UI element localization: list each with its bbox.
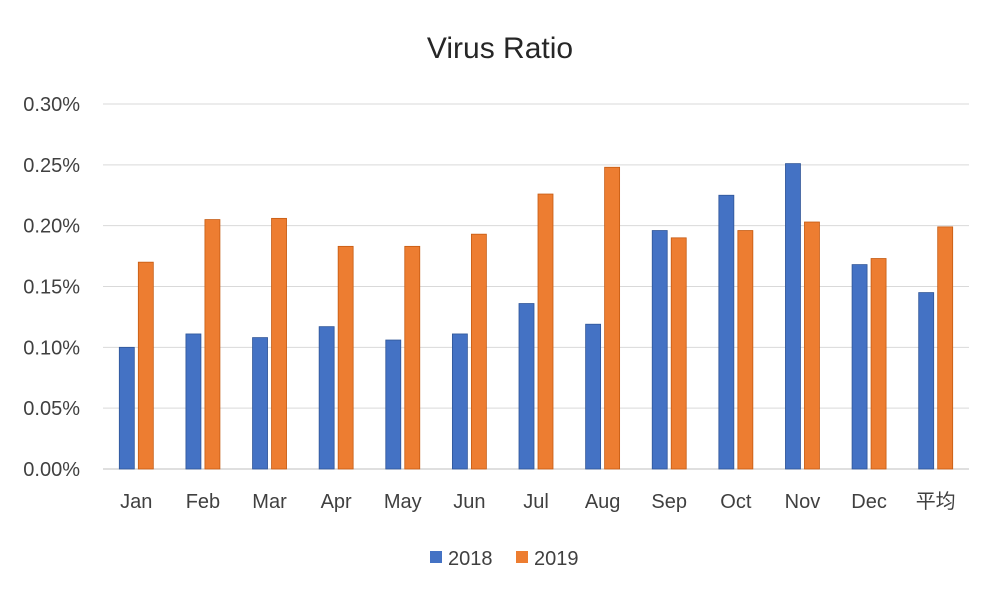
bar-2018-Jul (518, 303, 535, 470)
bar-2019-Dec (870, 258, 887, 470)
bar-2018-Mar (252, 337, 268, 470)
y-tick-label: 0.05% (23, 398, 80, 420)
x-tick-label: Apr (321, 491, 352, 513)
bar-2018-Apr (318, 326, 335, 470)
y-axis-ticks: 0.00% 0.05% 0.10% 0.15% 0.20% 0.25% 0.30% (23, 94, 80, 481)
bar-2019-Aug (604, 166, 621, 470)
x-tick-label: Aug (585, 491, 621, 513)
bar-2019-May (404, 245, 421, 470)
bar-2019-Nov (804, 221, 820, 470)
bar-2019-Apr (337, 245, 354, 470)
legend: 2018 2019 (430, 548, 579, 570)
bar-2018-Aug (585, 323, 602, 470)
gridlines (103, 103, 969, 470)
bar-2019-Oct (737, 230, 754, 470)
x-axis-ticks: Jan Feb Mar Apr May Jun Jul Aug Sep Oct Nov Dec 平均 (120, 490, 956, 513)
bar-2018-Dec (851, 264, 868, 470)
bar-2018-Jun (451, 333, 468, 470)
bar-2018-May (385, 339, 402, 470)
y-tick-label: 0.25% (23, 155, 80, 177)
x-tick-label: Jan (120, 491, 152, 513)
legend-label: 2019 (534, 548, 579, 570)
bar-2019-Feb (204, 219, 221, 470)
y-tick-label: 0.15% (23, 277, 80, 299)
x-tick-label: Oct (720, 491, 752, 513)
x-tick-label: Jul (523, 491, 549, 513)
x-tick-label: Feb (186, 491, 220, 513)
bar-2019-平均 (937, 226, 954, 470)
bar-2019-Jan (137, 261, 154, 470)
y-tick-label: 0.10% (23, 337, 80, 359)
x-tick-label: Mar (252, 491, 287, 513)
x-tick-label: Dec (851, 491, 887, 513)
bar-2018-Jan (118, 346, 135, 470)
bars (118, 163, 954, 470)
legend-swatch-2019 (516, 551, 528, 563)
bar-2018-Sep (651, 230, 668, 470)
y-tick-label: 0.20% (23, 216, 80, 238)
bar-2018-Nov (785, 163, 801, 470)
bar-2018-平均 (918, 292, 935, 470)
bar-2019-Sep (670, 237, 687, 470)
y-tick-label: 0.00% (23, 459, 80, 481)
x-tick-label: 平均 (916, 490, 956, 513)
legend-swatch-2018 (430, 551, 442, 563)
x-tick-label: Sep (651, 491, 687, 513)
legend-label: 2018 (448, 548, 493, 570)
bar-2018-Feb (185, 333, 202, 470)
x-tick-label: May (384, 491, 422, 513)
y-tick-label: 0.30% (23, 94, 80, 116)
x-tick-label: Jun (453, 491, 485, 513)
chart-title: Virus Ratio (427, 32, 573, 65)
x-tick-label: Nov (785, 491, 821, 513)
bar-2018-Oct (718, 194, 735, 470)
bar-2019-Jun (470, 233, 487, 470)
bar-2019-Mar (271, 217, 287, 470)
bar-2019-Jul (537, 193, 554, 470)
